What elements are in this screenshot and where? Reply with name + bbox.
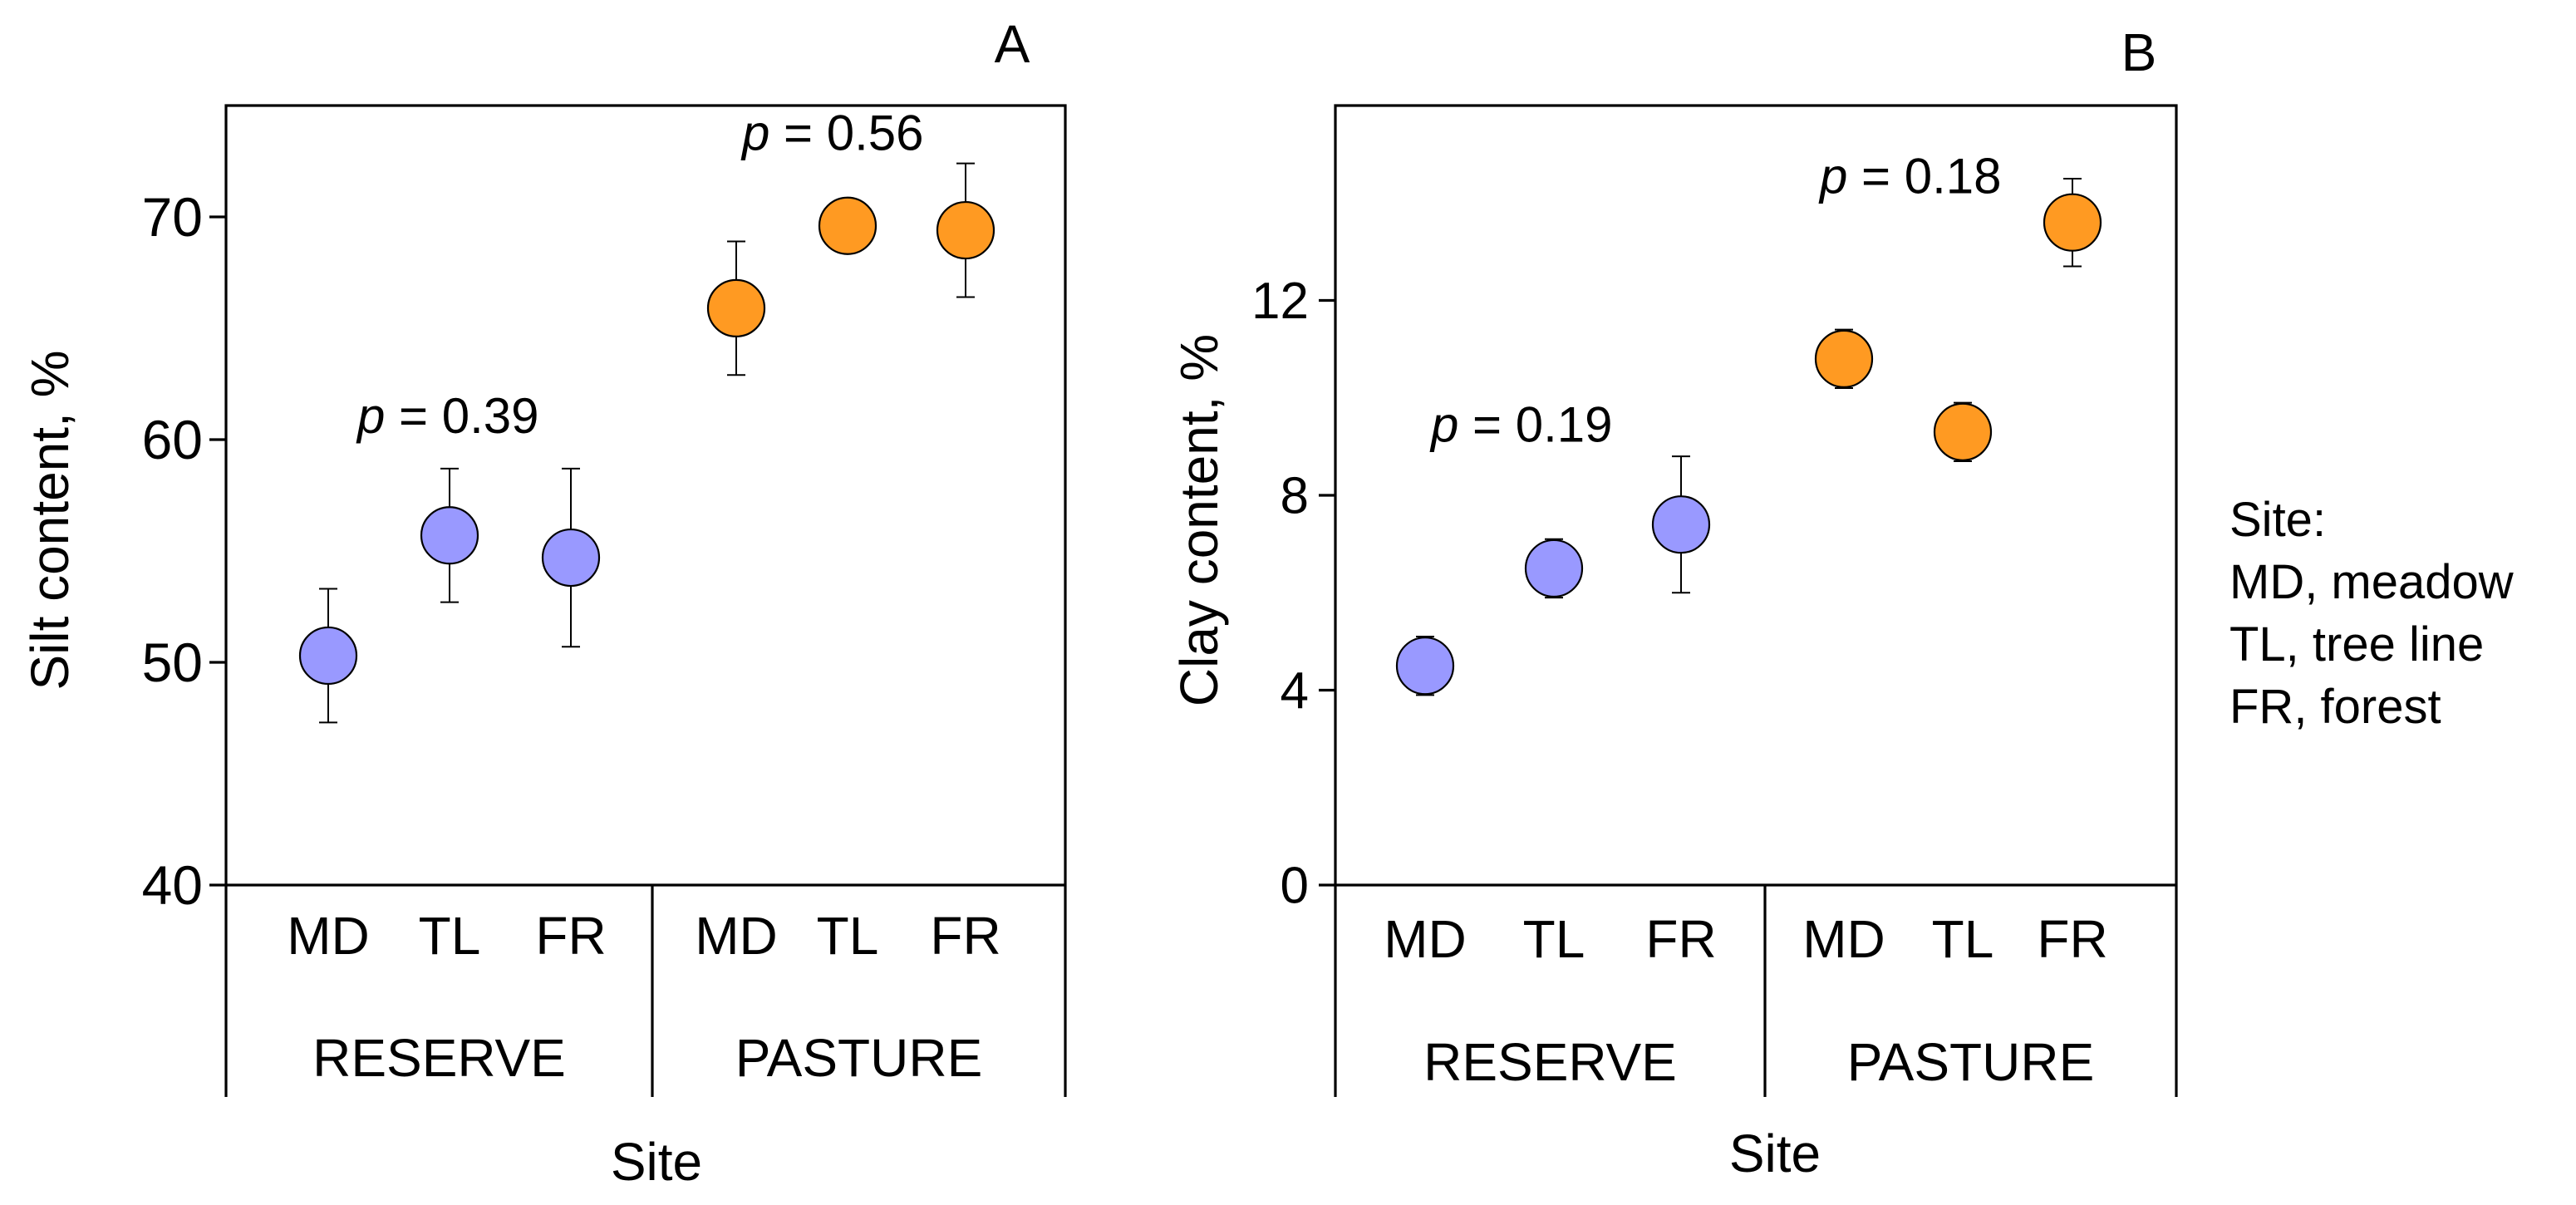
- group-label-pasture: PASTURE: [735, 1028, 983, 1088]
- category-label-md: MD: [1802, 909, 1885, 969]
- panel-label-b: B: [2121, 22, 2157, 82]
- category-label-md: MD: [1384, 909, 1467, 969]
- data-point-reserve-tl: [420, 506, 479, 565]
- y-axis-label-b: Clay content, %: [1169, 334, 1229, 706]
- p-symbol: p: [740, 106, 769, 161]
- plot-frame-a: [224, 104, 1067, 1097]
- category-label-tl: TL: [419, 906, 481, 966]
- y-axis-label-a: Silt content, %: [20, 350, 80, 690]
- panel-a: 40 50 60 70 Silt content, % Site A RESERVE MD TL F…: [20, 14, 1067, 1192]
- category-label-tl: TL: [817, 906, 879, 966]
- y-tick-label: 4: [1281, 662, 1309, 720]
- y-tick-label: 50: [142, 632, 203, 693]
- p-value-annotation: p = 0.18: [1818, 149, 2002, 204]
- data-point-pasture-tl: [818, 196, 878, 255]
- plot-frame-b: [1334, 104, 2178, 1097]
- category-label-md: MD: [287, 906, 370, 966]
- panel-label-a: A: [995, 14, 1030, 74]
- y-tick-label: 0: [1281, 858, 1309, 915]
- p-symbol: p: [356, 388, 385, 444]
- data-point-reserve-md: [298, 626, 358, 686]
- category-label-tl: TL: [1932, 909, 1994, 969]
- data-point-pasture-fr: [2043, 193, 2102, 252]
- p-value-annotation: p = 0.39: [356, 388, 539, 444]
- data-point-pasture-tl: [1933, 402, 1993, 461]
- category-label-fr: FR: [1645, 909, 1716, 969]
- y-tick-label: 60: [142, 409, 203, 470]
- y-tick-label: 40: [142, 854, 203, 916]
- legend-title: Site:: [2229, 493, 2326, 547]
- panel-b: 0 4 8 12 Clay content, % Site B RESERVE MD TL FR p …: [1169, 22, 2178, 1183]
- p-value-text: = 0.19: [1458, 397, 1612, 453]
- data-point-reserve-fr: [541, 528, 601, 588]
- category-label-fr: FR: [535, 906, 606, 966]
- category-label-tl: TL: [1523, 909, 1585, 969]
- data-point-reserve-tl: [1524, 539, 1584, 598]
- data-point-reserve-fr: [1651, 495, 1711, 554]
- legend-item-tl: TL, tree line: [2229, 617, 2484, 671]
- p-value-annotation: p = 0.56: [740, 106, 924, 161]
- y-tick-label: 8: [1281, 468, 1309, 525]
- y-tick-label: 70: [142, 186, 203, 248]
- group-label-pasture: PASTURE: [1847, 1032, 2095, 1092]
- x-axis-label-a: Site: [611, 1132, 702, 1192]
- legend-item-md: MD, meadow: [2229, 555, 2515, 609]
- data-point-reserve-md: [1395, 637, 1455, 696]
- y-tick-label: 12: [1251, 273, 1309, 330]
- p-value-annotation: p = 0.19: [1429, 397, 1613, 453]
- legend: Site: MD, meadow TL, tree line FR, fores…: [2229, 493, 2515, 734]
- p-value-text: = 0.18: [1847, 149, 2001, 204]
- data-point-pasture-fr: [936, 200, 995, 260]
- group-label-reserve: RESERVE: [1423, 1032, 1677, 1092]
- data-point-pasture-md: [1814, 329, 1874, 388]
- data-point-pasture-md: [706, 278, 766, 337]
- legend-item-fr: FR, forest: [2229, 680, 2441, 734]
- p-value-text: = 0.56: [769, 106, 923, 161]
- group-label-reserve: RESERVE: [312, 1028, 566, 1088]
- p-value-text: = 0.39: [385, 388, 538, 444]
- p-symbol: p: [1429, 397, 1458, 453]
- category-label-md: MD: [695, 906, 778, 966]
- x-axis-label-b: Site: [1729, 1124, 1821, 1183]
- category-label-fr: FR: [930, 906, 1000, 966]
- p-symbol: p: [1818, 149, 1847, 204]
- category-label-fr: FR: [2037, 909, 2107, 969]
